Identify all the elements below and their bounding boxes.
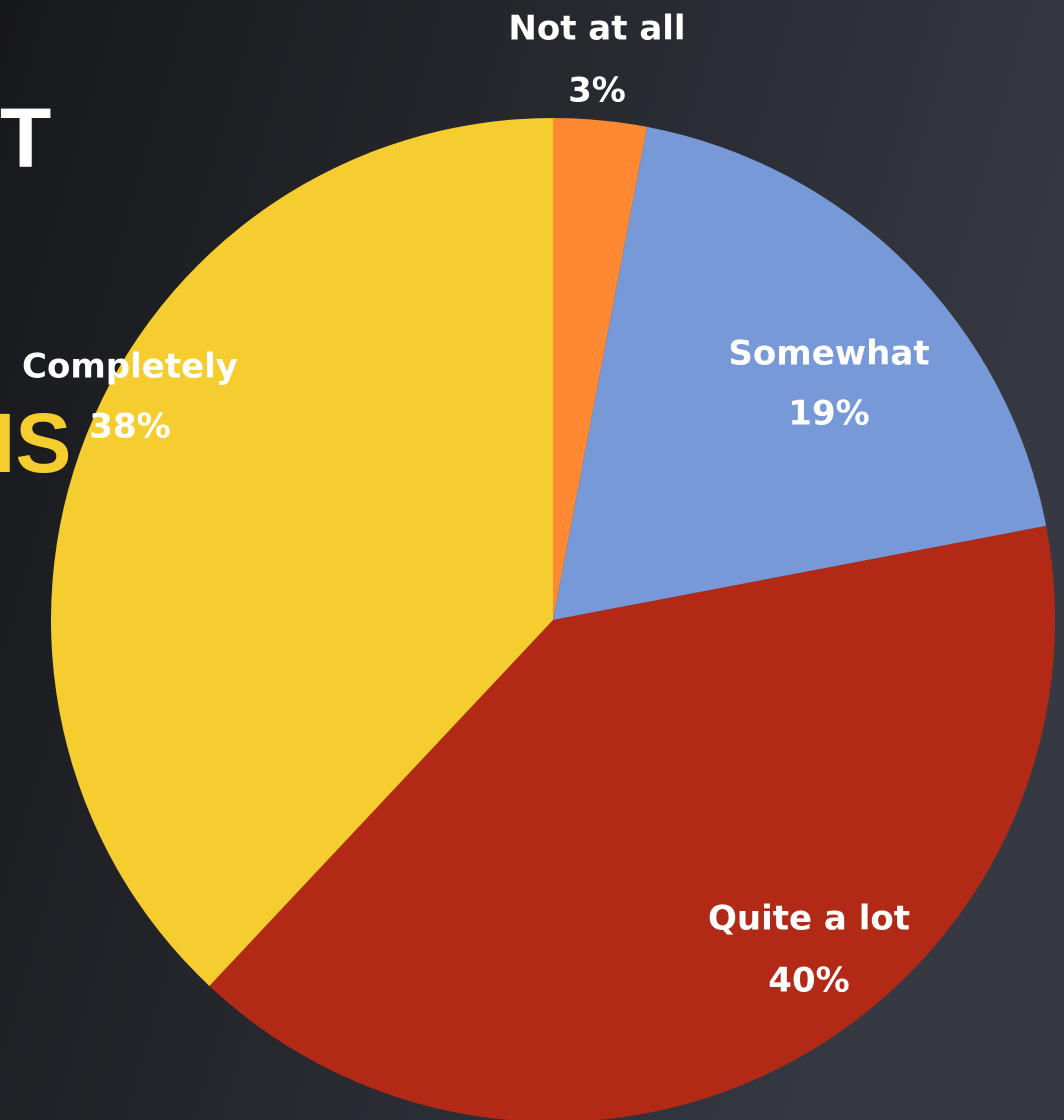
background-text: T [0, 91, 51, 185]
pie-slice [553, 118, 648, 620]
pie-slice [50, 118, 553, 986]
slice-value-label: 3% [568, 71, 626, 111]
slice-label: Somewhat [728, 334, 929, 374]
pie-slice [553, 126, 1047, 621]
slice-value-label: 19% [788, 394, 869, 434]
slice-value-label: 38% [89, 407, 170, 447]
pie-slice [209, 525, 1055, 1120]
slice-label: Completely [22, 347, 238, 387]
slice-value-label: 40% [768, 961, 849, 1001]
slice-label: Not at all [508, 9, 685, 49]
slice-label: Quite a lot [708, 899, 910, 939]
background-text: IS [0, 396, 71, 490]
